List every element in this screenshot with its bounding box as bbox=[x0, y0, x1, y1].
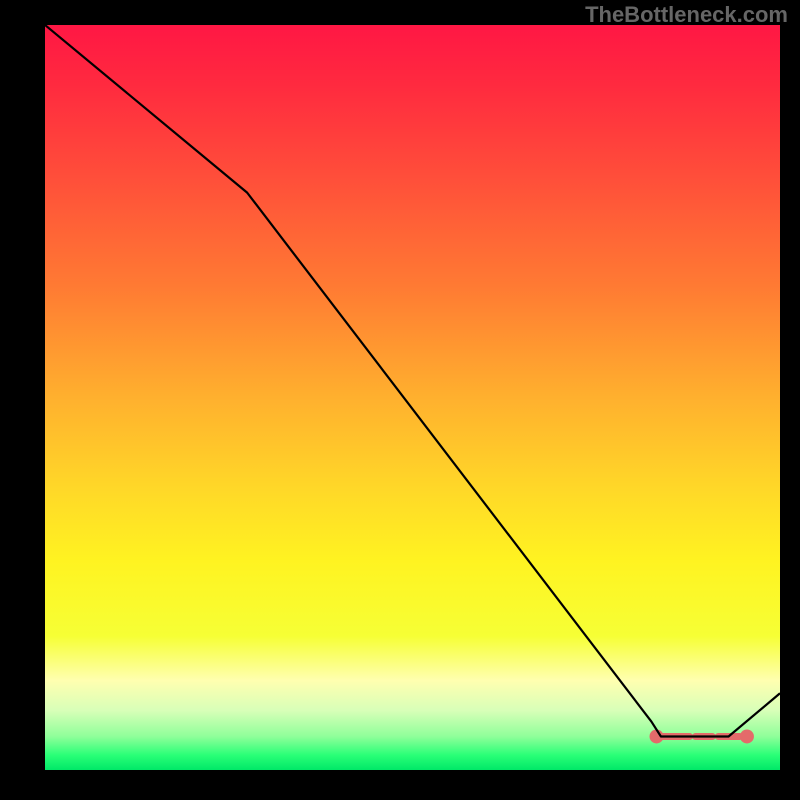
bottom-marker-dot bbox=[740, 729, 754, 743]
plot-area bbox=[45, 25, 780, 770]
watermark-text: TheBottleneck.com bbox=[585, 2, 788, 28]
chart-overlay bbox=[45, 25, 780, 770]
chart-container: TheBottleneck.com bbox=[0, 0, 800, 800]
main-curve-line bbox=[45, 25, 780, 736]
